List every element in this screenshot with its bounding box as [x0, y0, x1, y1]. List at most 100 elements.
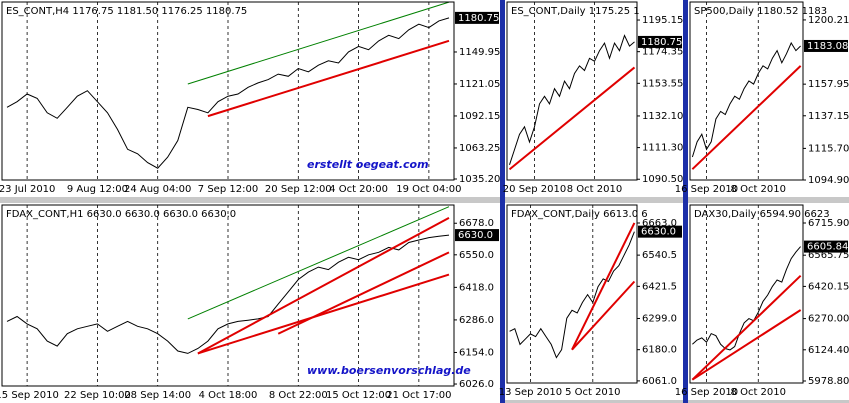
- trendline: [691, 274, 802, 381]
- x-tick-label: 28 Sep 14:00: [124, 390, 191, 401]
- panel: [505, 0, 683, 197]
- y-tick-label: 6550.0: [459, 250, 494, 261]
- chart-title: DAX30,Daily 6594.90 6623: [694, 209, 830, 220]
- price-line: [509, 231, 635, 359]
- x-tick-label: 23 Jul 2010: [0, 184, 55, 195]
- trendline: [197, 273, 450, 355]
- chart-title: FDAX_CONT,H1 6630.0 6630.0 6630.0 6630.0: [6, 209, 236, 220]
- x-tick-label: 16 Sep 2010: [675, 387, 738, 398]
- x-tick-label: 4 Oct 20:00: [329, 184, 388, 195]
- price-line: [6, 234, 450, 354]
- y-tick-label: 1063.25: [459, 143, 500, 154]
- trendline: [207, 39, 450, 118]
- y-tick-label: 1092.15: [459, 111, 500, 122]
- plot-frame: [689, 1, 804, 181]
- price-line: [691, 41, 801, 158]
- y-tick-label: 6124.40: [808, 345, 849, 356]
- y-tick-label: 1157.95: [808, 79, 849, 90]
- y-tick-label: 1149.95: [459, 47, 500, 58]
- y-tick-label: 6715.90: [808, 218, 849, 229]
- x-tick-label: 15 Sep 2010: [0, 390, 59, 401]
- watermark: www.boersenvorschlag.de: [307, 364, 471, 377]
- y-tick-label: 6299.0: [642, 313, 677, 324]
- last-price-label: 6630.0: [641, 227, 676, 238]
- x-tick-label: 8 Oct 2010: [567, 184, 622, 195]
- y-tick-label: 1132.10: [642, 111, 683, 122]
- x-tick-label: 19 Oct 04:00: [396, 184, 461, 195]
- trendline: [571, 280, 636, 351]
- last-price-label: 1180.75: [641, 37, 682, 48]
- last-price-box: [638, 225, 682, 238]
- plot-frame: [506, 204, 638, 384]
- last-price-box: [455, 229, 499, 242]
- y-tick-label: 6061.0: [642, 376, 677, 387]
- x-tick-label: 20 Sep 2010: [503, 184, 566, 195]
- y-tick-label: 1121.05: [459, 79, 500, 90]
- y-tick-label: 6663.0: [642, 218, 677, 229]
- trendline: [508, 66, 636, 171]
- y-tick-label: 1094.90: [808, 175, 849, 186]
- x-tick-label: 8 Oct 22:00: [269, 390, 328, 401]
- x-tick-label: 22 Sep 10:00: [64, 390, 131, 401]
- y-tick-label: 6565.75: [808, 250, 849, 261]
- y-tick-label: 1090.50: [642, 174, 683, 185]
- last-price-label: 1183.08: [807, 41, 848, 52]
- trendline: [691, 309, 802, 381]
- plot-frame: [1, 1, 455, 181]
- chart-title: FDAX_CONT,Daily 6613.0 6: [511, 209, 648, 220]
- y-tick-label: 1195.15: [642, 15, 683, 26]
- y-tick-label: 6678.0: [459, 218, 494, 229]
- y-tick-label: 1200.21: [808, 15, 849, 26]
- y-tick-label: 6540.5: [642, 250, 677, 261]
- y-tick-label: 6418.0: [459, 282, 494, 293]
- x-tick-label: 8 Oct 2010: [731, 184, 786, 195]
- y-tick-label: 6270.00: [808, 314, 849, 325]
- y-tick-label: 6420.15: [808, 281, 849, 292]
- y-tick-label: 1153.55: [642, 78, 683, 89]
- last-price-label: 6630.0: [458, 230, 493, 241]
- y-tick-label: 1115.70: [808, 143, 849, 154]
- y-tick-label: 1035.20: [459, 174, 500, 185]
- y-tick-label: 6421.5: [642, 281, 677, 292]
- trendline: [187, 2, 450, 85]
- x-tick-label: 13 Sep 2010: [499, 387, 562, 398]
- price-line: [6, 17, 450, 169]
- y-tick-label: 6154.0: [459, 347, 494, 358]
- plot-frame: [689, 204, 804, 384]
- watermark: erstellt oegeat.com: [307, 158, 429, 171]
- x-tick-label: 8 Oct 2010: [731, 387, 786, 398]
- x-tick-label: 21 Oct 17:00: [386, 390, 451, 401]
- x-tick-label: 24 Aug 04:00: [124, 184, 191, 195]
- y-tick-label: 6286.0: [459, 315, 494, 326]
- last-price-box: [638, 35, 682, 48]
- y-tick-label: 6026.0: [459, 379, 494, 390]
- plot-frame: [1, 204, 455, 387]
- panel: [688, 0, 849, 197]
- x-tick-label: 15 Oct 12:00: [326, 390, 391, 401]
- y-tick-label: 1111.30: [642, 143, 683, 154]
- x-tick-label: 16 Sep 2010: [675, 184, 738, 195]
- last-price-box: [804, 240, 848, 253]
- trendline: [691, 65, 802, 170]
- x-tick-label: 20 Sep 12:00: [265, 184, 332, 195]
- y-tick-label: 1137.15: [808, 111, 849, 122]
- x-tick-label: 5 Oct 2010: [565, 387, 620, 398]
- last-price-box: [455, 11, 499, 24]
- chart-title: ES_CONT,H4 1176.75 1181.50 1176.25 1180.…: [6, 6, 247, 17]
- last-price-box: [804, 39, 848, 52]
- plot-frame: [506, 1, 638, 181]
- trendline: [187, 206, 450, 320]
- panel: [0, 0, 500, 197]
- chart-title: SP500,Daily 1180.52 1183: [694, 6, 827, 17]
- x-tick-label: 7 Sep 12:00: [198, 184, 258, 195]
- window-divider: [683, 0, 688, 403]
- window-divider: [500, 0, 505, 403]
- last-price-label: 6605.84: [807, 242, 848, 253]
- last-price-label: 1180.75: [458, 13, 499, 24]
- y-tick-label: 5978.80: [808, 376, 849, 387]
- trendline: [571, 222, 636, 351]
- x-tick-label: 9 Aug 12:00: [67, 184, 128, 195]
- price-line: [692, 246, 801, 351]
- price-line: [509, 34, 635, 165]
